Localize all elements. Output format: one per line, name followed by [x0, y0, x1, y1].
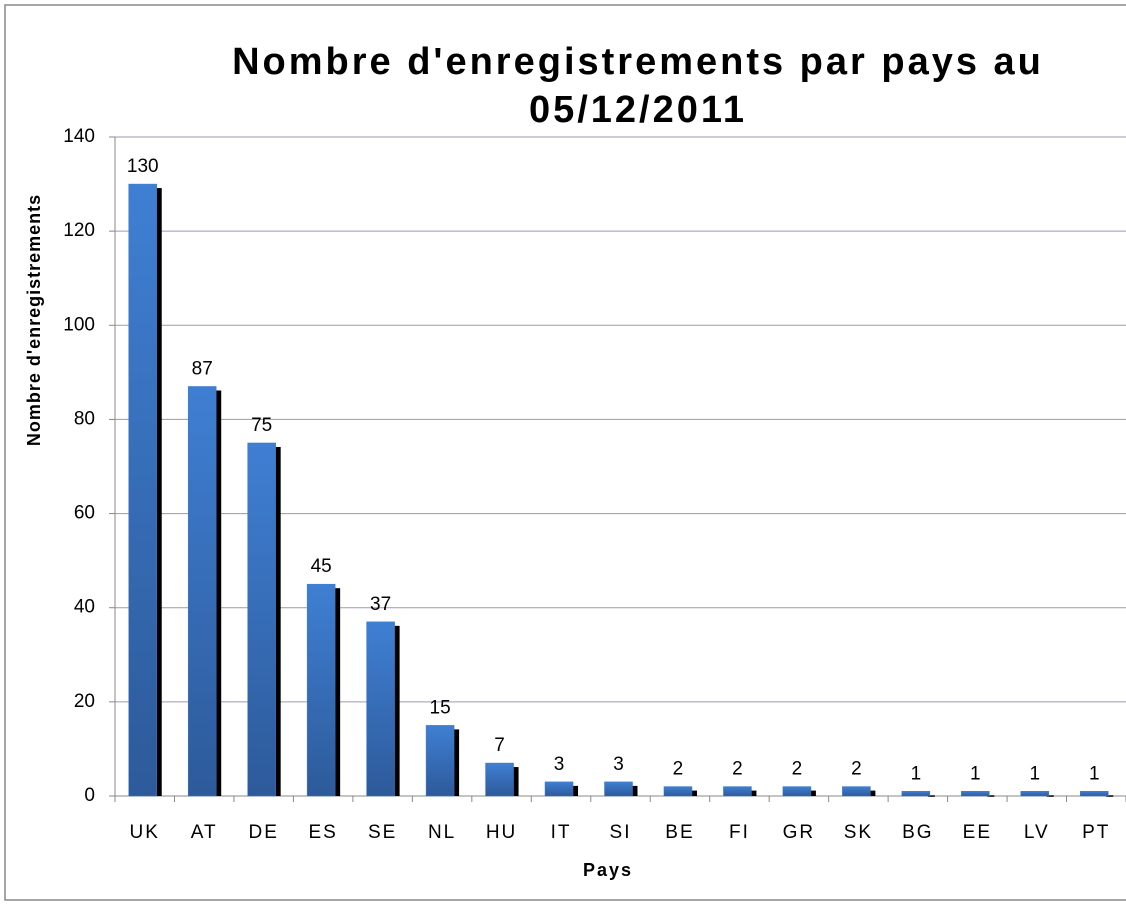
bar-shadow — [154, 188, 162, 797]
data-label: 2 — [851, 759, 862, 780]
data-label: 2 — [673, 759, 684, 780]
data-label: 1 — [1030, 763, 1041, 784]
bar-shadow — [689, 790, 697, 796]
x-tick-label: SE — [368, 822, 397, 843]
bar-shadow — [808, 790, 816, 796]
x-tick-label: SI — [610, 822, 632, 843]
y-axis-label: Nombre d'enregistrements — [24, 194, 44, 446]
x-tick-label: SK — [844, 822, 873, 843]
data-label: 7 — [494, 735, 505, 756]
bar — [961, 791, 990, 797]
x-tick-label: PT — [1082, 822, 1110, 843]
bar — [901, 791, 931, 797]
x-tick-label: GR — [783, 822, 816, 843]
bar — [723, 786, 752, 797]
bar-shadow — [392, 625, 400, 796]
bar-shadow — [273, 446, 281, 796]
data-label: 15 — [430, 697, 451, 718]
bar-shadow — [868, 790, 876, 796]
x-tick-label: IT — [551, 822, 572, 843]
bar — [842, 786, 871, 797]
bar — [604, 781, 633, 797]
y-tick-label: 20 — [74, 691, 95, 712]
data-label: 1 — [970, 763, 981, 784]
border — [4, 4, 1126, 901]
bar-shadow — [452, 729, 460, 796]
bar — [128, 183, 157, 797]
data-label: 130 — [127, 156, 159, 177]
y-tick-label: 80 — [74, 408, 95, 429]
bar-shadow — [630, 785, 638, 796]
bar — [663, 786, 693, 797]
bar — [247, 442, 276, 797]
x-tick-label: FI — [729, 822, 750, 843]
data-label: 2 — [792, 759, 803, 780]
bar-shadow — [571, 785, 579, 796]
data-label: 87 — [192, 358, 213, 379]
y-tick-label: 40 — [74, 597, 95, 618]
x-tick-label: NL — [428, 822, 456, 843]
y-tick-label: 100 — [63, 314, 95, 335]
data-label: 75 — [251, 415, 272, 436]
data-label: 1 — [911, 763, 922, 784]
x-axis-label: Pays — [583, 860, 633, 880]
chart-title: Nombre d'enregistrements par pays au 05/… — [232, 41, 1044, 131]
x-tick-label: UK — [130, 822, 160, 843]
y-tick-label: 120 — [63, 220, 95, 241]
bar-shadow — [333, 588, 341, 796]
bar — [782, 786, 812, 797]
bar-shadow — [987, 795, 995, 797]
y-tick-label: 140 — [63, 126, 95, 147]
x-tick-label: ES — [308, 822, 337, 843]
bar — [1080, 791, 1109, 797]
bar — [544, 781, 574, 797]
x-tick-label: AT — [191, 822, 218, 843]
data-label: 2 — [732, 759, 743, 780]
bar — [366, 621, 395, 797]
data-label: 37 — [370, 594, 391, 615]
x-tick-label: DE — [248, 822, 278, 843]
bar-shadow — [749, 790, 757, 796]
bar — [425, 725, 455, 797]
y-tick-label: 60 — [74, 503, 95, 524]
data-label: 3 — [613, 754, 624, 775]
bar — [1020, 791, 1050, 797]
bar-shadow — [1106, 795, 1114, 797]
data-label: 1 — [1089, 763, 1100, 784]
bar — [306, 583, 336, 797]
bar-shadow — [927, 795, 935, 797]
bar-shadow — [1046, 795, 1054, 797]
x-tick-label: EE — [963, 822, 992, 843]
bar — [187, 386, 217, 797]
bar — [485, 762, 514, 797]
data-label: 3 — [554, 754, 565, 775]
bar-shadow — [511, 767, 519, 796]
y-tick-label: 0 — [84, 785, 95, 806]
x-tick-label: BE — [665, 822, 694, 843]
bar-shadow — [214, 390, 222, 796]
x-tick-label: BG — [902, 822, 933, 843]
data-label: 45 — [311, 556, 332, 577]
x-tick-label: LV — [1024, 822, 1050, 843]
x-tick-label: HU — [486, 822, 517, 843]
